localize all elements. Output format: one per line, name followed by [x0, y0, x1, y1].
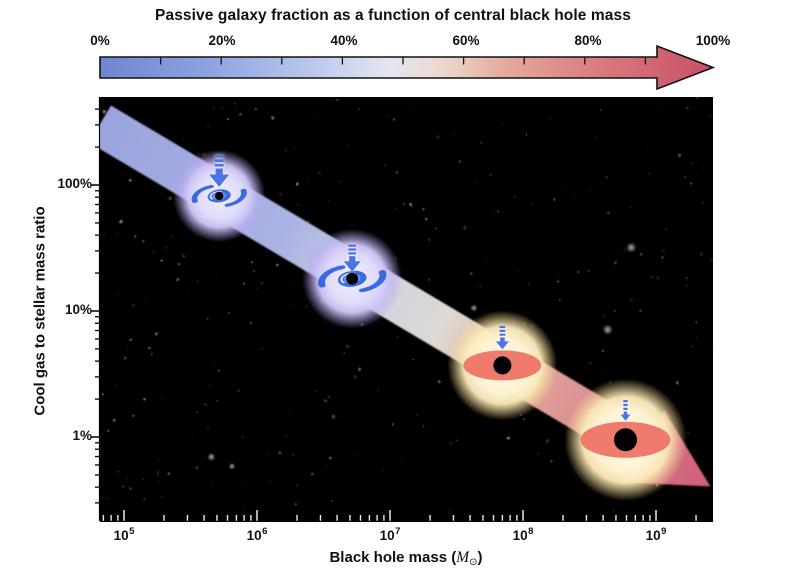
x-tick-label: 108 — [512, 526, 534, 543]
solar-mass-symbol: M — [456, 549, 470, 566]
gas-inflow-arrow — [209, 154, 230, 187]
black-hole-dot — [346, 272, 359, 285]
gas-inflow-arrow — [620, 400, 631, 421]
black-hole-dot — [493, 356, 512, 375]
colorbar-tick-label: 0% — [90, 33, 110, 48]
y-tick-label: 10% — [64, 302, 92, 317]
x-tick-label: 109 — [645, 526, 667, 543]
plot-overlay — [100, 105, 711, 521]
colorbar-ticks — [159, 57, 647, 65]
figure-title: Passive galaxy fraction as a function of… — [155, 7, 631, 24]
spiral-galaxy-2 — [302, 228, 403, 329]
y-tick-label: 1% — [72, 428, 92, 443]
colorbar-tick-label: 20% — [208, 33, 236, 48]
colorbar-arrow-shape — [99, 44, 716, 91]
x-tick-label: 105 — [113, 526, 135, 543]
gas-inflow-arrow — [495, 325, 509, 350]
black-hole-dot — [215, 191, 224, 201]
x-tick-label: 106 — [246, 526, 268, 543]
spiral-galaxy-1 — [172, 149, 266, 243]
axis-inner-ticks — [102, 510, 697, 521]
elliptical-galaxy-4 — [564, 378, 687, 502]
elliptical-galaxy-3 — [447, 310, 558, 421]
colorbar-tick-label: 80% — [574, 33, 602, 48]
y-tick-label: 100% — [57, 176, 92, 191]
gas-inflow-arrow — [343, 244, 361, 272]
x-tick-label: 107 — [379, 526, 401, 543]
colorbar-tick-label: 100% — [695, 33, 731, 48]
colorbar-tick-label: 40% — [330, 33, 358, 48]
x-axis-label: Black hole mass (M⊙) — [329, 549, 483, 568]
black-hole-dot — [614, 428, 637, 452]
plot-area — [100, 97, 713, 521]
colorbar-tick-label: 60% — [452, 33, 480, 48]
passive-fraction-colorbar — [99, 44, 716, 91]
